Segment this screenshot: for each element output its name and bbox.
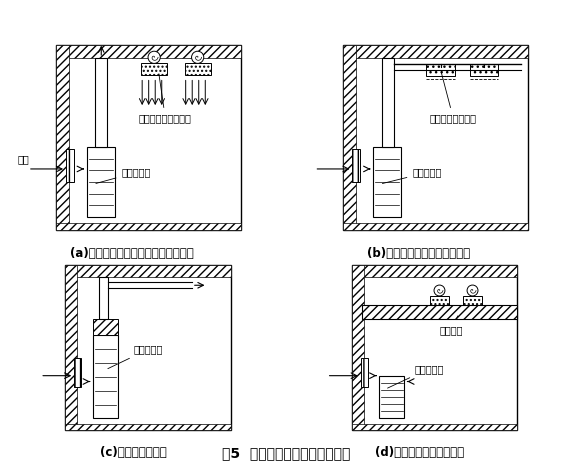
Bar <box>430 296 449 305</box>
Circle shape <box>148 51 160 63</box>
Text: (b)柜式空调器与高效过滤风口: (b)柜式空调器与高效过滤风口 <box>367 247 470 260</box>
Bar <box>343 45 356 230</box>
Bar <box>352 265 517 276</box>
Text: 图5  分散式净化空调系统的示例: 图5 分散式净化空调系统的示例 <box>222 447 351 461</box>
Text: 柜式空调器: 柜式空调器 <box>96 168 151 183</box>
Bar <box>56 45 241 58</box>
Bar <box>93 335 118 419</box>
Bar <box>65 265 231 276</box>
Circle shape <box>434 285 445 296</box>
Bar <box>470 64 499 76</box>
Bar <box>343 45 528 230</box>
Circle shape <box>191 51 204 63</box>
Bar <box>95 58 107 147</box>
Bar <box>352 265 517 430</box>
Bar <box>74 358 81 388</box>
Bar <box>56 45 241 230</box>
Bar <box>343 45 528 58</box>
Bar <box>426 64 455 76</box>
Bar <box>352 265 364 430</box>
Bar <box>185 63 211 75</box>
Bar <box>141 63 167 75</box>
Text: (c)柜式净化空调器: (c)柜式净化空调器 <box>100 446 167 459</box>
Bar <box>352 424 517 430</box>
Text: 高效过滤器送风口: 高效过滤器送风口 <box>430 73 477 123</box>
Circle shape <box>467 285 478 296</box>
Bar <box>56 45 69 230</box>
Bar <box>361 358 367 388</box>
Bar <box>382 58 394 147</box>
Bar <box>463 296 482 305</box>
Text: 洁净小室: 洁净小室 <box>439 316 463 335</box>
Bar <box>379 375 405 419</box>
Bar <box>65 265 231 430</box>
Text: 净化空调器: 净化空调器 <box>108 344 163 369</box>
Text: 高效过滤器风机单元: 高效过滤器风机单元 <box>139 74 192 123</box>
Text: (a)柜式空调器与高效过滤器风机机组: (a)柜式空调器与高效过滤器风机机组 <box>70 247 194 260</box>
Text: 新风: 新风 <box>18 155 29 164</box>
Text: 柜式空调器: 柜式空调器 <box>387 364 444 388</box>
Bar <box>352 150 360 182</box>
Text: (d)柜式空调器与洁净小室: (d)柜式空调器与洁净小室 <box>375 446 465 459</box>
Bar <box>93 319 118 335</box>
Bar <box>362 305 517 319</box>
Bar <box>99 276 108 319</box>
Bar <box>373 147 402 217</box>
Bar <box>87 147 115 217</box>
Bar <box>66 150 73 182</box>
Text: 柜式空调器: 柜式空调器 <box>382 168 442 183</box>
Bar <box>65 424 231 430</box>
Bar <box>56 223 241 230</box>
Bar <box>343 223 528 230</box>
Bar <box>65 265 77 430</box>
